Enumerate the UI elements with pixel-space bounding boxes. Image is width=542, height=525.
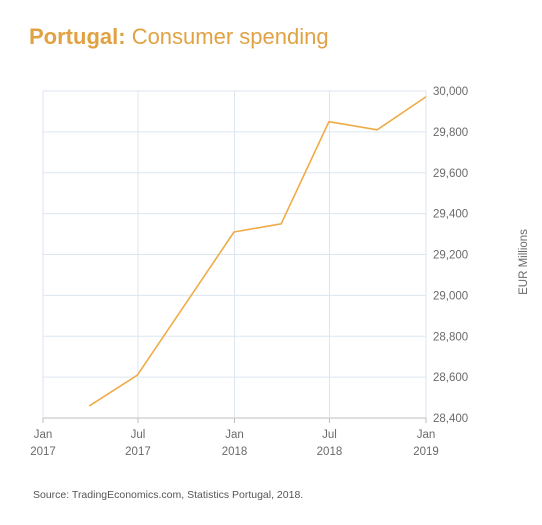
x-axis: Jan 2017 Jul 2017 Jan 2018 Jul 2018 Jan 2019 bbox=[30, 418, 439, 458]
series-line bbox=[88, 96, 427, 407]
x-tick-label-year: 2019 bbox=[413, 446, 439, 458]
source-note: Source: TradingEconomics.com, Statistics… bbox=[33, 489, 304, 501]
y-tick-label: 29,400 bbox=[433, 209, 468, 221]
x-tick-label-month: Jan bbox=[34, 429, 53, 441]
y-tick-label: 29,600 bbox=[433, 168, 468, 180]
y-tick-label: 28,600 bbox=[433, 372, 468, 384]
y-tick-label: 29,200 bbox=[433, 250, 468, 262]
series-layer bbox=[88, 96, 427, 407]
x-tick-label-month: Jan bbox=[225, 429, 244, 441]
x-tick-label-year: 2017 bbox=[125, 446, 151, 458]
x-tick-label-month: Jan bbox=[417, 429, 436, 441]
chart-title: Portugal: Consumer spending bbox=[29, 24, 329, 50]
y-tick-label: 28,400 bbox=[433, 413, 468, 425]
y-axis-label: EUR Millions bbox=[518, 229, 530, 295]
y-tick-label: 30,000 bbox=[433, 86, 468, 98]
y-tick-label: 29,800 bbox=[433, 127, 468, 139]
x-tick-label-year: 2017 bbox=[30, 446, 56, 458]
x-tick-label-month: Jul bbox=[322, 429, 337, 441]
x-tick-label-month: Jul bbox=[131, 429, 146, 441]
y-tick-label: 28,800 bbox=[433, 331, 468, 343]
x-tick-label-year: 2018 bbox=[222, 446, 248, 458]
chart-title-country: Portugal: bbox=[29, 24, 126, 49]
x-tick-label-year: 2018 bbox=[317, 446, 343, 458]
chart-title-subject: Consumer spending bbox=[131, 24, 329, 49]
y-axis: 28,400 28,600 28,800 29,000 29,200 29,400 29,6… bbox=[433, 86, 468, 425]
y-tick-label: 29,000 bbox=[433, 290, 468, 302]
grid-lines bbox=[42, 90, 427, 419]
